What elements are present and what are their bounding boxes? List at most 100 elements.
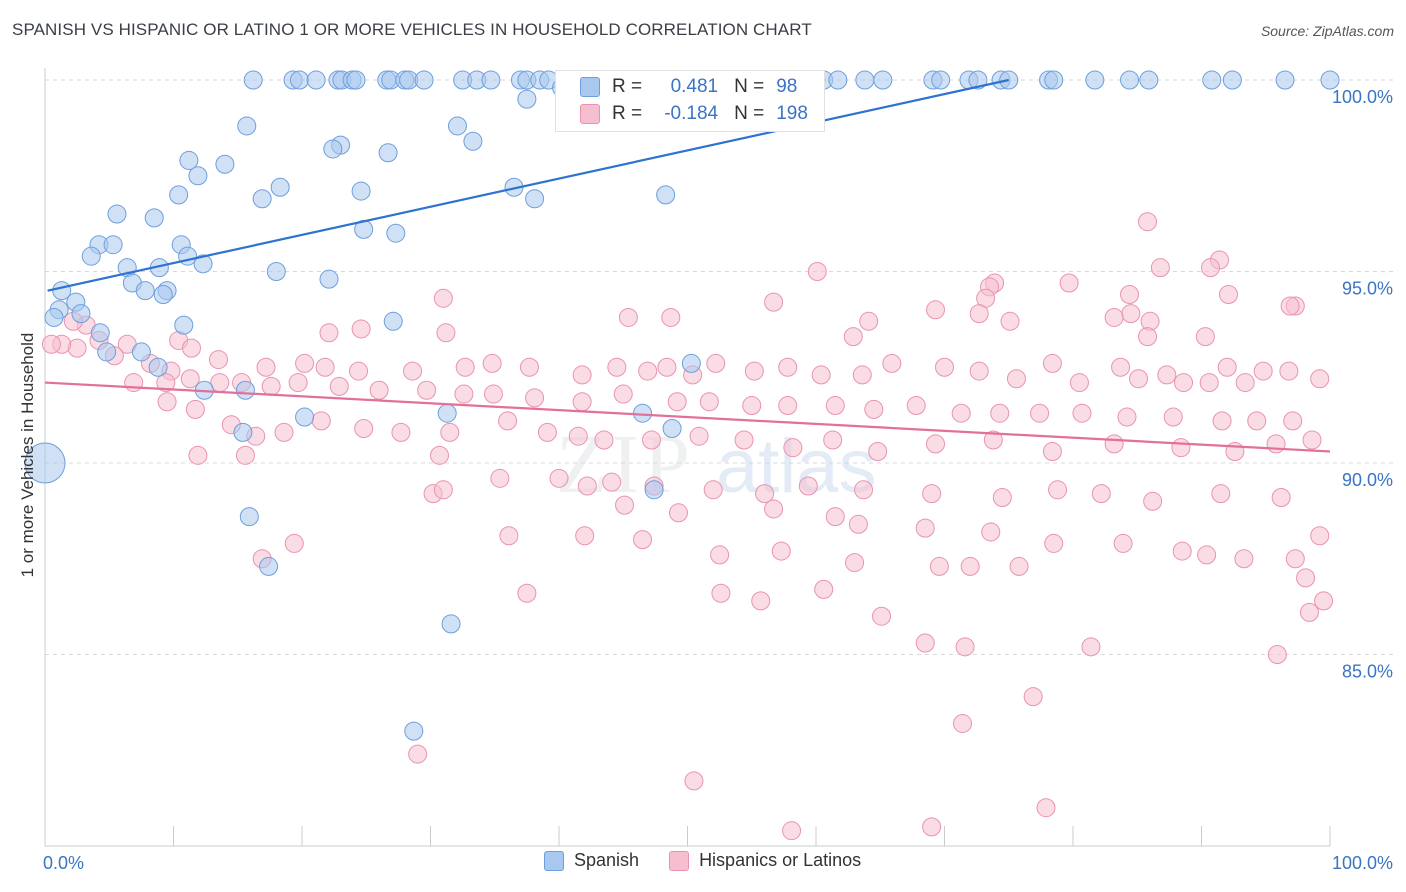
hispanic-point [261,376,281,396]
hispanic-point [440,422,460,442]
hispanic-point [41,334,61,354]
hispanic-point [1211,484,1231,504]
hispanic-point [703,480,723,500]
hispanic-point [859,311,879,331]
hispanic-point [882,353,902,373]
hispanic-point [549,468,569,488]
hispanic-point [825,396,845,416]
spanish-point [481,70,501,90]
spanish-point [1044,70,1064,90]
y-tick-label: 100.0% [1332,87,1393,107]
hispanic-point [157,392,177,412]
spanish-point [441,614,461,634]
hispanic-point [577,476,597,496]
spanish-point [1275,70,1295,90]
hispanic-point [1271,487,1291,507]
hispanic-point [633,530,653,550]
hispanic-point [915,518,935,538]
hispanic-point [814,579,834,599]
spanish-point [463,131,483,151]
hispanic-point [1283,411,1303,431]
hispanic-point [669,503,689,523]
hispanic-point [1117,407,1137,427]
hispanic-point [1121,304,1141,324]
y-tick-label: 95.0% [1342,279,1393,299]
spanish-point [131,342,151,362]
legend-item-spanish[interactable]: Spanish [544,850,639,871]
hispanic-point [657,357,677,377]
hispanic-point [403,361,423,381]
spanish-point [179,150,199,170]
spanish-n-value: 98 [776,76,798,97]
spanish-point [414,70,434,90]
hispanic-point [868,442,888,462]
legend-label-spanish: Spanish [574,850,640,870]
hispanic-swatch [580,104,600,124]
trend-lines [44,78,1331,453]
hispanic-point [1253,361,1273,381]
hispanic-point [734,430,754,450]
spanish-point [1085,70,1105,90]
y-tick-label: 90.0% [1342,470,1393,490]
spanish-point [437,403,457,423]
legend-item-hispanic[interactable]: Hispanics or Latinos [669,850,861,871]
hispanic-point [926,300,946,320]
hispanic-point [618,307,638,327]
axis-labels: 100.0% 95.0% 90.0% 85.0% 0.0% 100.0% 1 or more… [18,87,1393,873]
hispanic-point [417,380,437,400]
hispanic-point [782,821,802,841]
hispanic-point [955,637,975,657]
spanish-point [270,177,290,197]
hispanic-point [329,376,349,396]
hispanic-point [1302,430,1322,450]
hispanic-r-value: -0.184 [664,103,719,124]
hispanic-point [848,514,868,534]
hispanic-point [667,392,687,412]
hispanic-point [661,307,681,327]
spanish-point [931,70,951,90]
hispanic-point [1157,365,1177,385]
hispanic-point [951,403,971,423]
spanish-point [378,143,398,163]
hispanic-point [288,373,308,393]
spanish-point [193,254,213,274]
hispanic-point [1174,373,1194,393]
spanish-point [295,407,315,427]
hispanic-point [1218,284,1238,304]
hispanic-point [1104,434,1124,454]
hispanic-point [351,319,371,339]
hispanic-point [699,392,719,412]
spanish-point [90,323,110,343]
hispanic-point [823,430,843,450]
legend-label-hispanic: Hispanics or Latinos [699,850,862,870]
hispanic-point [156,373,176,393]
hispanic-point [454,384,474,404]
spanish-point [517,89,537,109]
hispanic-point [499,526,519,546]
hispanic-point [1042,353,1062,373]
hispanic-point [349,361,369,381]
hispanic-point [825,507,845,527]
spanish-point [1320,70,1340,90]
spanish-point [215,154,235,174]
hispanic-point [764,499,784,519]
hispanic-point [615,495,635,515]
hispanic-point [490,468,510,488]
hispanic-points [41,212,1334,841]
hispanic-trend-line [44,381,1331,453]
spanish-point [71,304,91,324]
hispanic-point [798,476,818,496]
hispanic-point [1279,361,1299,381]
hispanic-point [483,384,503,404]
hispanic-point [1285,549,1305,569]
spanish-point [239,507,259,527]
spanish-point [323,139,343,159]
y-tick-label: 85.0% [1342,662,1393,682]
hispanic-point [1234,549,1254,569]
hispanic-point [1120,284,1140,304]
spanish-point [873,70,893,90]
spanish-point [135,281,155,301]
hispanic-point [684,771,704,791]
hispanic-point [843,327,863,347]
